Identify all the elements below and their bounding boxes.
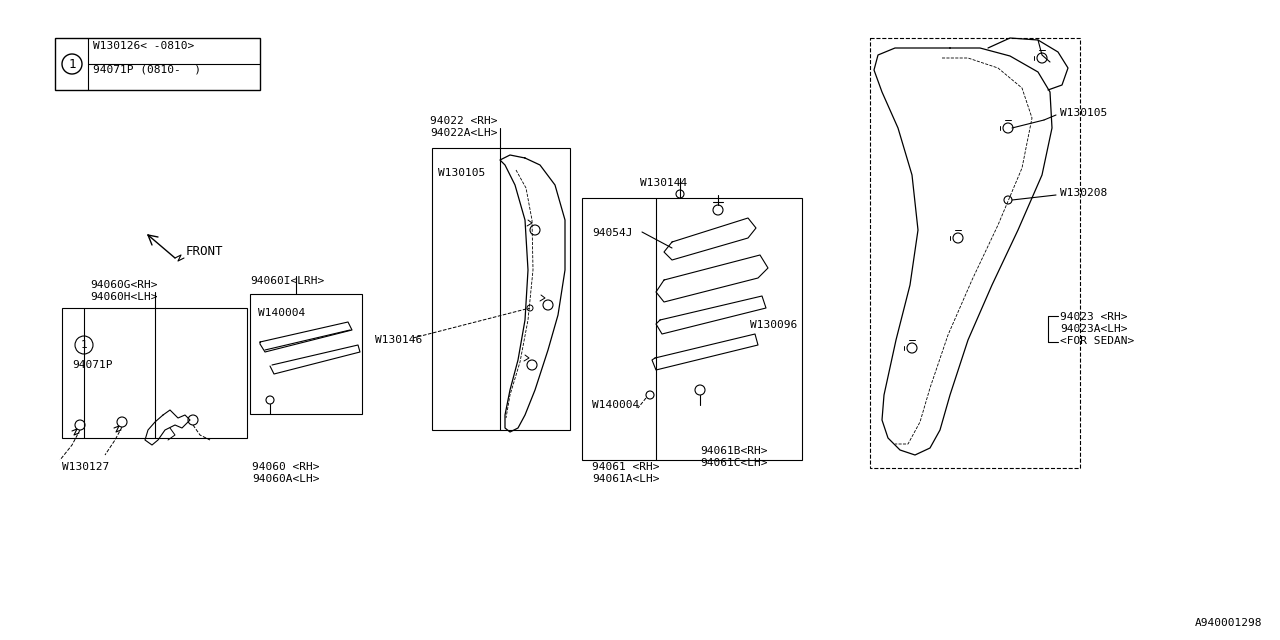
Text: 94060H<LH>: 94060H<LH> (90, 292, 157, 302)
Text: W130105: W130105 (438, 168, 485, 178)
Text: 94071P: 94071P (72, 360, 113, 370)
Text: 1: 1 (68, 58, 76, 70)
Text: 94022A<LH>: 94022A<LH> (430, 128, 498, 138)
Text: 94023A<LH>: 94023A<LH> (1060, 324, 1128, 334)
Text: 94060A<LH>: 94060A<LH> (252, 474, 320, 484)
Text: W140004: W140004 (591, 400, 639, 410)
Text: 94022 <RH>: 94022 <RH> (430, 116, 498, 126)
Bar (61, 308, 247, 438)
Text: 94060I<LRH>: 94060I<LRH> (250, 276, 324, 286)
Text: W130127: W130127 (61, 462, 109, 472)
Text: W130146: W130146 (375, 335, 422, 345)
Text: 94061B<RH>: 94061B<RH> (700, 446, 768, 456)
Bar (250, 294, 362, 414)
Text: 94060G<RH>: 94060G<RH> (90, 280, 157, 290)
Text: <FOR SEDAN>: <FOR SEDAN> (1060, 336, 1134, 346)
Text: 94061A<LH>: 94061A<LH> (591, 474, 659, 484)
Text: 94061C<LH>: 94061C<LH> (700, 458, 768, 468)
Text: 1: 1 (81, 340, 87, 350)
Text: A940001298: A940001298 (1194, 618, 1262, 628)
Text: W130144: W130144 (640, 178, 687, 188)
Text: FRONT: FRONT (186, 245, 224, 258)
Text: W130096: W130096 (750, 320, 797, 330)
Bar (870, 38, 1080, 468)
Text: 94071P (0810-  ): 94071P (0810- ) (93, 65, 201, 75)
Text: W130105: W130105 (1060, 108, 1107, 118)
Text: 94060 <RH>: 94060 <RH> (252, 462, 320, 472)
Bar (433, 148, 570, 430)
Text: W140004: W140004 (259, 308, 305, 318)
Text: 94061 <RH>: 94061 <RH> (591, 462, 659, 472)
Text: 94023 <RH>: 94023 <RH> (1060, 312, 1128, 322)
Bar (55, 38, 260, 90)
Text: W130126< -0810>: W130126< -0810> (93, 41, 195, 51)
Bar (582, 198, 803, 460)
Text: W130208: W130208 (1060, 188, 1107, 198)
Text: 94054J: 94054J (591, 228, 632, 238)
